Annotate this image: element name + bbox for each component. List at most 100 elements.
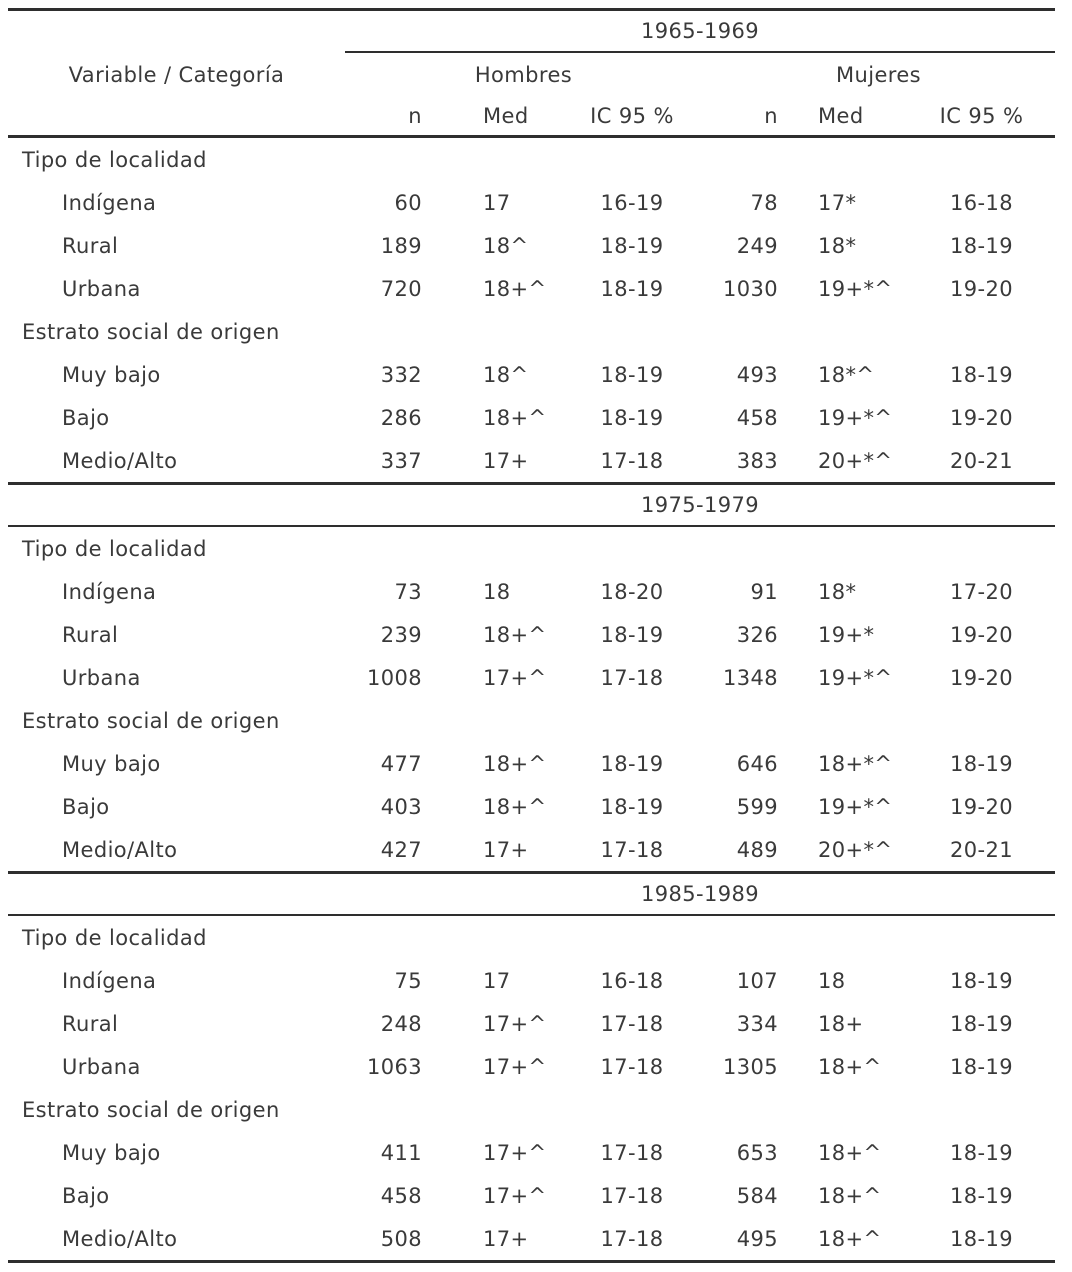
value-cell: 18^ bbox=[483, 362, 529, 387]
value-cell: 17+ bbox=[483, 448, 529, 473]
period-label: 1985-1989 bbox=[345, 871, 1056, 916]
value-cell: 18+^ bbox=[483, 622, 547, 647]
category-cell: Bajo bbox=[62, 1183, 110, 1208]
med-column-header: Med bbox=[430, 97, 562, 138]
value-cell: 18+ bbox=[818, 1011, 864, 1036]
table-row: Bajo 403 18+^ 18-19 599 19+*^ 19-20 bbox=[8, 785, 1055, 828]
value-cell: 18+^ bbox=[786, 1217, 908, 1263]
category-cell: Indígena bbox=[62, 968, 157, 993]
value-cell: 1030 bbox=[722, 276, 778, 301]
category-cell: Urbana bbox=[62, 276, 141, 301]
value-cell: 1305 bbox=[722, 1054, 778, 1079]
table-row: Indígena 75 17 16-18 107 18 18-19 bbox=[8, 959, 1055, 1002]
value-cell: 19+* bbox=[818, 622, 875, 647]
value-cell: 337 bbox=[380, 448, 422, 473]
value-cell: 599 bbox=[736, 794, 778, 819]
value-cell: 18-19 bbox=[908, 1217, 1056, 1263]
subcolumn-header-row: n Med IC 95 % n Med IC 95 % bbox=[8, 97, 1056, 138]
value-cell: 286 bbox=[380, 405, 422, 430]
value-cell: 17+ bbox=[483, 837, 529, 862]
value-cell: 78 bbox=[750, 190, 778, 215]
period-spacer-cell bbox=[8, 871, 345, 916]
table-row: Medio/Alto 337 17+ 17-18 383 20+*^ 20-21 bbox=[8, 439, 1055, 484]
value-cell: 18+^ bbox=[818, 1140, 882, 1165]
value-cell: 18-19 bbox=[950, 1183, 1014, 1208]
category-cell: Indígena bbox=[62, 579, 157, 604]
value-cell: 18-19 bbox=[950, 1011, 1014, 1036]
value-cell: 18+^ bbox=[818, 1183, 882, 1208]
category-cell: Rural bbox=[62, 1011, 119, 1036]
category-cell: Indígena bbox=[62, 190, 157, 215]
category-cell: Medio/Alto bbox=[8, 1217, 345, 1263]
table-row: Urbana 1008 17+^ 17-18 1348 19+*^ 19-20 bbox=[8, 656, 1055, 699]
table-row: Rural 239 18+^ 18-19 326 19+* 19-20 bbox=[8, 613, 1055, 656]
value-cell: 19-20 bbox=[950, 276, 1014, 301]
variable-group-label: Estrato social de origen bbox=[22, 1097, 280, 1122]
variable-category-header: Variable / Categoría bbox=[68, 62, 285, 87]
value-cell: 91 bbox=[750, 579, 778, 604]
table-row: Bajo 286 18+^ 18-19 458 19+*^ 19-20 bbox=[8, 396, 1055, 439]
value-cell: 18-19 bbox=[950, 233, 1014, 258]
variable-group-label: Tipo de localidad bbox=[22, 536, 207, 561]
period-spacer-cell bbox=[8, 482, 345, 527]
value-cell: 493 bbox=[736, 362, 778, 387]
value-cell: 20+*^ bbox=[818, 448, 893, 473]
variable-group-label: Tipo de localidad bbox=[22, 147, 207, 172]
value-cell: 107 bbox=[736, 968, 778, 993]
value-cell: 646 bbox=[736, 751, 778, 776]
value-cell: 20-21 bbox=[950, 837, 1014, 862]
value-cell: 249 bbox=[736, 233, 778, 258]
table-row: Muy bajo 411 17+^ 17-18 653 18+^ 18-19 bbox=[8, 1131, 1055, 1174]
value-cell: 16-18 bbox=[600, 968, 664, 993]
value-cell: 18+*^ bbox=[818, 751, 893, 776]
value-cell: 17 bbox=[483, 190, 511, 215]
table-row: Indígena 60 17 16-19 78 17* 16-18 bbox=[8, 181, 1055, 224]
category-cell: Muy bajo bbox=[62, 751, 161, 776]
value-cell: 17-20 bbox=[950, 579, 1014, 604]
ci-column-header: IC 95 % bbox=[562, 97, 702, 138]
value-cell: 411 bbox=[380, 1140, 422, 1165]
value-cell: 495 bbox=[702, 1217, 786, 1263]
value-cell: 653 bbox=[736, 1140, 778, 1165]
table-row: Urbana 720 18+^ 18-19 1030 19+*^ 19-20 bbox=[8, 267, 1055, 310]
value-cell: 19+*^ bbox=[818, 794, 893, 819]
value-cell: 20-21 bbox=[950, 448, 1014, 473]
median-age-statistics-table: 1965-1969 Variable / Categoría Hombres M… bbox=[8, 8, 1056, 1263]
variable-group-label: Estrato social de origen bbox=[22, 708, 280, 733]
value-cell: 17 bbox=[483, 968, 511, 993]
value-cell: 427 bbox=[380, 837, 422, 862]
value-cell: 17+^ bbox=[483, 1011, 547, 1036]
table-row: Bajo 458 17+^ 17-18 584 18+^ 18-19 bbox=[8, 1174, 1055, 1217]
n-column-header: n bbox=[702, 97, 786, 138]
table-row: Muy bajo 332 18^ 18-19 493 18*^ 18-19 bbox=[8, 353, 1055, 396]
value-cell: 18+^ bbox=[483, 794, 547, 819]
table-row: Muy bajo 477 18+^ 18-19 646 18+*^ 18-19 bbox=[8, 742, 1055, 785]
category-cell: Bajo bbox=[62, 794, 110, 819]
value-cell: 17-18 bbox=[600, 837, 664, 862]
value-cell: 189 bbox=[380, 233, 422, 258]
value-cell: 1063 bbox=[366, 1054, 422, 1079]
table-header: 1965-1969 Variable / Categoría Hombres M… bbox=[8, 9, 1056, 138]
value-cell: 18+^ bbox=[818, 1054, 882, 1079]
value-cell: 17+^ bbox=[483, 665, 547, 690]
value-cell: 403 bbox=[380, 794, 422, 819]
med-column-header: Med bbox=[786, 97, 908, 138]
table-row: Rural 248 17+^ 17-18 334 18+ 18-19 bbox=[8, 1002, 1055, 1045]
category-cell: Bajo bbox=[62, 405, 110, 430]
ci-column-header: IC 95 % bbox=[908, 97, 1056, 138]
value-cell: 18-19 bbox=[600, 622, 664, 647]
value-cell: 18-19 bbox=[950, 968, 1014, 993]
value-cell: 17+^ bbox=[483, 1183, 547, 1208]
value-cell: 1348 bbox=[722, 665, 778, 690]
value-cell: 18-19 bbox=[600, 233, 664, 258]
value-cell: 17+^ bbox=[483, 1054, 547, 1079]
table-row: Indígena 73 18 18-20 91 18* 17-20 bbox=[8, 570, 1055, 613]
value-cell: 458 bbox=[380, 1183, 422, 1208]
value-cell: 239 bbox=[380, 622, 422, 647]
category-cell: Muy bajo bbox=[62, 1140, 161, 1165]
value-cell: 73 bbox=[394, 579, 422, 604]
period-label: 1975-1979 bbox=[345, 482, 1056, 527]
value-cell: 584 bbox=[736, 1183, 778, 1208]
category-cell: Muy bajo bbox=[62, 362, 161, 387]
n-column-header: n bbox=[345, 97, 430, 138]
